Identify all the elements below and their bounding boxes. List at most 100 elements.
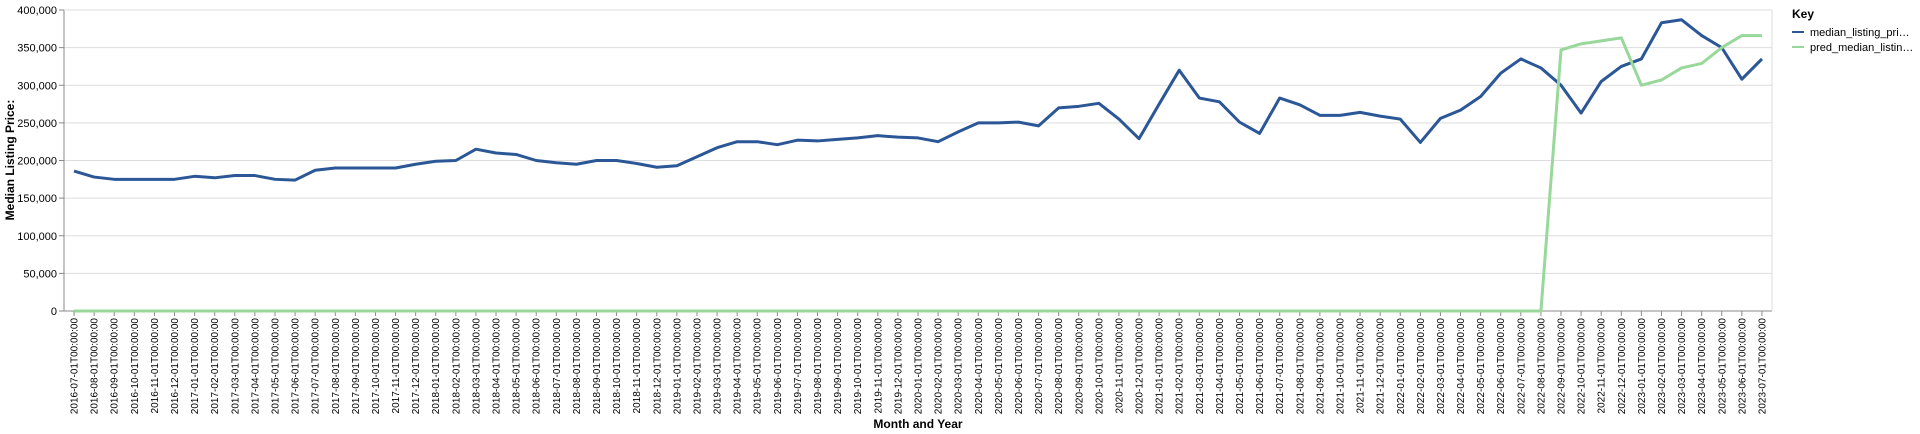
x-tick-label: 2021-08-01T00:00:00: [1295, 318, 1306, 415]
legend-label: pred_median_listin…: [1810, 42, 1913, 54]
x-tick-label: 2018-02-01T00:00:00: [451, 318, 462, 415]
x-tick-label: 2017-03-01T00:00:00: [230, 318, 241, 415]
x-tick-label: 2018-06-01T00:00:00: [532, 318, 543, 415]
x-tick-label: 2021-09-01T00:00:00: [1315, 318, 1326, 415]
x-tick-label: 2021-12-01T00:00:00: [1376, 318, 1387, 415]
x-tick-label: 2017-10-01T00:00:00: [371, 318, 382, 415]
x-tick-label: 2023-05-01T00:00:00: [1717, 318, 1728, 415]
x-tick-label: 2017-04-01T00:00:00: [250, 318, 261, 415]
x-tick-label: 2021-04-01T00:00:00: [1215, 318, 1226, 415]
y-tick-label: 50,000: [23, 268, 57, 280]
x-tick-label: 2022-12-01T00:00:00: [1617, 318, 1628, 415]
y-tick-label: 150,000: [17, 193, 57, 205]
x-tick-label: 2019-12-01T00:00:00: [893, 318, 904, 415]
x-tick-label: 2020-11-01T00:00:00: [1114, 318, 1125, 414]
x-tick-label: 2019-07-01T00:00:00: [793, 318, 804, 415]
y-tick-label: 250,000: [17, 118, 57, 130]
x-tick-label: 2016-10-01T00:00:00: [130, 318, 141, 415]
x-tick-label: 2021-01-01T00:00:00: [1155, 318, 1166, 415]
x-tick-label: 2018-11-01T00:00:00: [632, 318, 643, 414]
x-tick-label: 2021-10-01T00:00:00: [1335, 318, 1346, 415]
x-tick-label: 2021-02-01T00:00:00: [1175, 318, 1186, 415]
y-tick-label: 200,000: [17, 156, 57, 168]
x-tick-label: 2018-05-01T00:00:00: [512, 318, 523, 415]
x-tick-label: 2016-08-01T00:00:00: [90, 318, 101, 415]
legend-label: median_listing_pri…: [1810, 27, 1910, 39]
x-tick-label: 2018-03-01T00:00:00: [471, 318, 482, 415]
x-axis-title: Month and Year: [873, 417, 962, 431]
x-tick-label: 2022-06-01T00:00:00: [1496, 318, 1507, 415]
x-tick-label: 2016-07-01T00:00:00: [70, 318, 81, 415]
x-tick-label: 2018-07-01T00:00:00: [552, 318, 563, 415]
x-tick-label: 2019-11-01T00:00:00: [873, 318, 884, 414]
x-tick-label: 2018-08-01T00:00:00: [572, 318, 583, 415]
x-tick-label: 2018-04-01T00:00:00: [492, 318, 503, 415]
x-tick-label: 2021-11-01T00:00:00: [1356, 318, 1367, 414]
y-tick-label: 0: [51, 306, 57, 318]
x-tick-label: 2019-09-01T00:00:00: [833, 318, 844, 415]
x-tick-label: 2022-10-01T00:00:00: [1577, 318, 1588, 415]
x-tick-label: 2017-08-01T00:00:00: [331, 318, 342, 415]
x-tick-label: 2022-01-01T00:00:00: [1396, 318, 1407, 415]
x-tick-label: 2017-07-01T00:00:00: [311, 318, 322, 415]
x-tick-label: 2016-09-01T00:00:00: [110, 318, 121, 415]
x-tick-label: 2019-08-01T00:00:00: [813, 318, 824, 415]
x-tick-label: 2022-02-01T00:00:00: [1416, 318, 1427, 415]
x-tick-label: 2018-09-01T00:00:00: [592, 318, 603, 415]
x-tick-label: 2023-02-01T00:00:00: [1657, 318, 1668, 415]
x-tick-label: 2021-03-01T00:00:00: [1195, 318, 1206, 415]
x-tick-label: 2023-01-01T00:00:00: [1637, 318, 1648, 415]
x-tick-label: 2020-01-01T00:00:00: [914, 318, 925, 415]
x-tick-label: 2021-06-01T00:00:00: [1255, 318, 1266, 415]
y-tick-label: 100,000: [17, 231, 57, 243]
x-tick-label: 2021-07-01T00:00:00: [1275, 318, 1286, 415]
x-tick-label: 2023-06-01T00:00:00: [1737, 318, 1748, 415]
x-tick-label: 2020-10-01T00:00:00: [1094, 318, 1105, 415]
line-series: [74, 34, 1762, 313]
x-tick-label: 2020-08-01T00:00:00: [1054, 318, 1065, 415]
x-tick-label: 2020-02-01T00:00:00: [934, 318, 945, 415]
x-tick-label: 2016-11-01T00:00:00: [150, 318, 161, 414]
x-tick-label: 2019-05-01T00:00:00: [753, 318, 764, 415]
x-tick-label: 2020-09-01T00:00:00: [1074, 318, 1085, 415]
x-tick-label: 2022-05-01T00:00:00: [1476, 318, 1487, 415]
x-tick-label: 2022-04-01T00:00:00: [1456, 318, 1467, 415]
y-tick-label: 350,000: [17, 43, 57, 55]
x-tick-label: 2018-01-01T00:00:00: [431, 318, 442, 415]
x-tick-label: 2022-03-01T00:00:00: [1436, 318, 1447, 415]
x-tick-label: 2019-01-01T00:00:00: [672, 318, 683, 415]
x-tick-label: 2023-03-01T00:00:00: [1677, 318, 1688, 415]
x-tick-label: 2018-12-01T00:00:00: [652, 318, 663, 415]
x-tick-label: 2020-03-01T00:00:00: [954, 318, 965, 415]
y-tick-label: 400,000: [17, 5, 57, 17]
y-tick-label: 300,000: [17, 80, 57, 92]
x-tick-label: 2019-06-01T00:00:00: [773, 318, 784, 415]
x-tick-label: 2019-03-01T00:00:00: [713, 318, 724, 415]
x-tick-label: 2017-12-01T00:00:00: [411, 318, 422, 415]
x-tick-label: 2017-11-01T00:00:00: [391, 318, 402, 414]
x-tick-label: 2022-07-01T00:00:00: [1516, 318, 1527, 415]
x-tick-label: 2019-04-01T00:00:00: [733, 318, 744, 415]
x-tick-label: 2016-12-01T00:00:00: [170, 318, 181, 415]
x-tick-label: 2022-09-01T00:00:00: [1557, 318, 1568, 415]
x-tick-label: 2023-04-01T00:00:00: [1697, 318, 1708, 415]
x-tick-label: 2017-05-01T00:00:00: [270, 318, 281, 415]
x-tick-label: 2020-05-01T00:00:00: [994, 318, 1005, 415]
x-tick-label: 2022-08-01T00:00:00: [1536, 318, 1547, 415]
x-tick-label: 2017-02-01T00:00:00: [210, 318, 221, 415]
x-tick-label: 2020-07-01T00:00:00: [1034, 318, 1045, 415]
x-tick-label: 2017-01-01T00:00:00: [190, 318, 201, 415]
x-tick-label: 2021-05-01T00:00:00: [1235, 318, 1246, 415]
x-tick-label: 2020-12-01T00:00:00: [1135, 318, 1146, 415]
x-tick-label: 2020-04-01T00:00:00: [974, 318, 985, 415]
x-tick-label: 2017-06-01T00:00:00: [291, 318, 302, 415]
x-tick-label: 2019-02-01T00:00:00: [692, 318, 703, 415]
x-tick-label: 2022-11-01T00:00:00: [1597, 318, 1608, 414]
line-series: [73, 18, 1764, 182]
x-tick-label: 2020-06-01T00:00:00: [1014, 318, 1025, 415]
x-tick-label: 2019-10-01T00:00:00: [853, 318, 864, 415]
x-tick-label: 2018-10-01T00:00:00: [612, 318, 623, 415]
legend-title: Key: [1792, 7, 1814, 21]
